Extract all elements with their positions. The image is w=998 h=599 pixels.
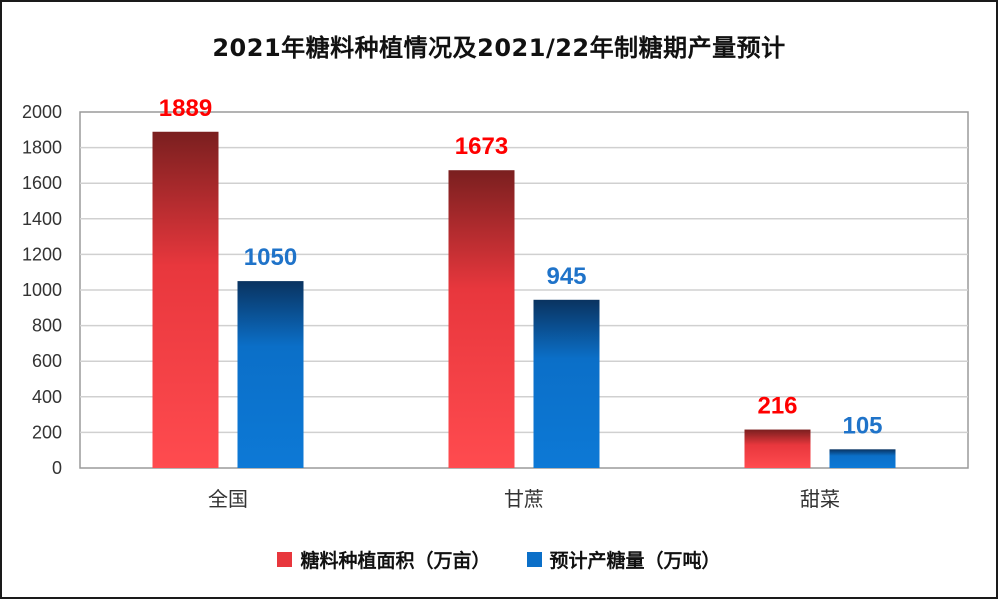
legend-swatch-area — [277, 552, 293, 567]
bar-area — [744, 429, 811, 468]
legend-label-area: 糖料种植面积（万亩） — [300, 550, 491, 572]
x-category-label: 全国 — [208, 487, 248, 511]
y-tick-label: 600 — [32, 351, 62, 371]
y-tick-label: 1600 — [22, 173, 62, 193]
y-tick-label: 1800 — [22, 138, 62, 158]
legend: 糖料种植面积（万亩） 预计产糖量（万吨） — [0, 546, 998, 573]
data-label-sugar: 105 — [842, 412, 882, 439]
data-label-sugar: 945 — [546, 263, 586, 290]
legend-label-sugar: 预计产糖量（万吨） — [549, 550, 721, 572]
data-label-area: 1889 — [159, 95, 212, 122]
data-labels: 1889 1050 1673 945 216 105 — [159, 95, 883, 440]
bar-sugar — [237, 281, 304, 468]
data-label-area: 1673 — [455, 133, 508, 160]
bar-sugar — [533, 299, 600, 468]
y-tick-label: 200 — [32, 422, 62, 442]
bars — [152, 131, 896, 468]
x-axis-categories: 全国 甘蔗 甜菜 — [208, 487, 840, 511]
legend-swatch-sugar — [526, 552, 542, 567]
y-tick-label: 800 — [32, 316, 62, 336]
chart-title: 2021年糖料种植情况及2021/22年制糖期产量预计 — [212, 34, 786, 62]
legend-item-area: 糖料种植面积（万亩） — [277, 546, 491, 573]
x-category-label: 甘蔗 — [504, 487, 544, 511]
data-label-area: 216 — [757, 393, 797, 420]
y-tick-label: 400 — [32, 387, 62, 407]
y-tick-label: 0 — [52, 458, 62, 478]
y-tick-label: 2000 — [22, 102, 62, 122]
bar-sugar — [829, 449, 896, 468]
y-axis-ticks: 0 200 400 600 800 1000 1200 1400 1600 1800 2000 — [22, 102, 62, 478]
y-tick-label: 1200 — [22, 244, 62, 264]
legend-item-sugar: 预计产糖量（万吨） — [526, 546, 721, 573]
gridlines — [80, 146, 968, 434]
bar-area — [448, 170, 515, 468]
y-tick-label: 1000 — [22, 280, 62, 300]
x-category-label: 甜菜 — [800, 487, 840, 511]
y-tick-label: 1400 — [22, 209, 62, 229]
bar-area — [152, 131, 219, 468]
data-label-sugar: 1050 — [244, 244, 297, 271]
